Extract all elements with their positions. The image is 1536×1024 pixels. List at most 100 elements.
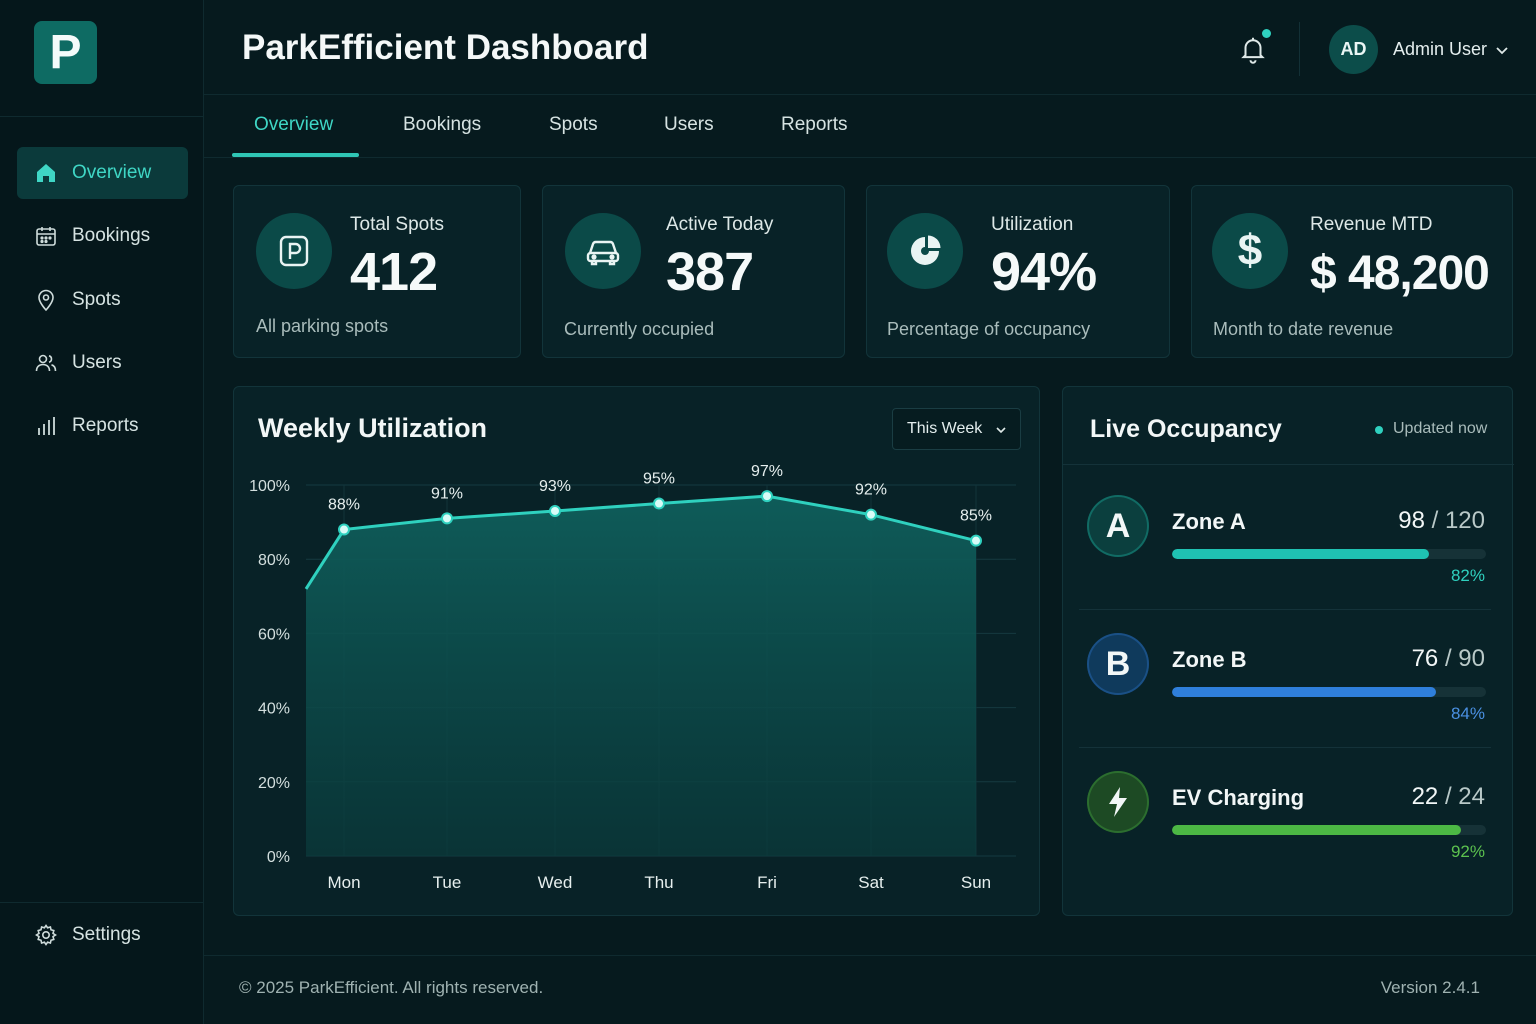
tab-reports[interactable]: Reports	[781, 114, 848, 135]
sidebar-item-users[interactable]: Users	[17, 337, 188, 389]
chevron-down-icon	[996, 427, 1006, 434]
stat-subtitle: All parking spots	[256, 316, 389, 336]
settings-button[interactable]: Settings	[17, 909, 188, 961]
zone-separator: /	[1438, 783, 1459, 810]
zone-progress-fill	[1172, 549, 1430, 559]
tab-spots[interactable]: Spots	[549, 114, 598, 135]
zone-progress-fill	[1172, 687, 1436, 697]
pie-chart-icon	[887, 213, 963, 289]
zone-progress-bar	[1172, 825, 1486, 835]
data-label: 91%	[431, 485, 463, 502]
chevron-down-icon[interactable]	[1494, 42, 1510, 58]
zone-progress-bar	[1172, 549, 1486, 559]
live-occupancy-card: Live Occupancy Updated now A Zone A 98 / 1…	[1062, 386, 1514, 916]
stat-subtitle: Percentage of occupancy	[887, 319, 1091, 339]
x-tick-label: Mon	[327, 873, 360, 892]
data-point-tue	[441, 512, 453, 525]
sidebar-item-label: Users	[72, 352, 122, 373]
zone-percent: 84%	[1450, 704, 1485, 723]
data-point-sun	[970, 534, 982, 547]
zone-capacity: 120	[1444, 507, 1485, 534]
zone-badge-letter: A	[1105, 506, 1131, 545]
zone-badge: B	[1087, 633, 1149, 695]
x-tick-label: Wed	[538, 873, 573, 892]
y-tick-label: 40%	[258, 701, 290, 718]
sidebar-item-overview[interactable]: Overview	[17, 147, 188, 199]
zone-name: Zone A	[1172, 509, 1246, 534]
user-name[interactable]: Admin User	[1393, 39, 1488, 59]
stat-label: Utilization	[991, 214, 1074, 235]
tab-overview[interactable]: Overview	[254, 114, 334, 135]
zone-badge-letter: B	[1105, 644, 1131, 683]
zone-badge	[1087, 771, 1149, 833]
zone-count: 76 / 90	[1412, 645, 1485, 673]
home-icon	[37, 164, 55, 182]
sidebar: P Overview Bookings Spots Users Reports …	[0, 0, 204, 1024]
zone-badge: A	[1087, 495, 1149, 557]
users-icon	[35, 354, 57, 372]
bar-chart-icon	[38, 417, 55, 435]
stat-label: Revenue MTD	[1310, 214, 1433, 235]
x-tick-label: Thu	[644, 873, 673, 892]
zone-capacity: 24	[1458, 783, 1485, 810]
sidebar-divider	[0, 116, 204, 117]
occupancy-header-divider	[1063, 464, 1514, 465]
range-select[interactable]: This Week	[892, 408, 1021, 450]
notification-bell-icon[interactable]	[1238, 34, 1268, 64]
series-line	[304, 494, 977, 590]
data-label: 93%	[539, 478, 571, 495]
zone-percent: 82%	[1450, 566, 1485, 585]
stat-subtitle: Month to date revenue	[1213, 319, 1394, 339]
sidebar-item-bookings[interactable]: Bookings	[17, 210, 188, 262]
data-point-thu	[653, 497, 665, 510]
zone-separator: /	[1438, 645, 1459, 672]
data-label: 97%	[751, 463, 783, 480]
zone-count: 22 / 24	[1412, 783, 1485, 811]
zone-divider	[1079, 609, 1491, 610]
zone-occupied: 98	[1398, 507, 1425, 534]
sidebar-item-reports[interactable]: Reports	[17, 400, 188, 452]
zone-capacity: 90	[1458, 645, 1485, 672]
y-tick-label: 60%	[258, 626, 290, 643]
sidebar-divider	[0, 902, 204, 903]
sidebar-item-spots[interactable]: Spots	[17, 274, 188, 326]
settings-label: Settings	[72, 924, 141, 945]
data-label: 92%	[855, 482, 887, 499]
weekly-utilization-card: 0% 20% 40% 60% 80% 100% 88% Mon 91% Tue 93% Wed 95% T…	[233, 386, 1040, 916]
sidebar-item-label: Overview	[72, 162, 152, 183]
zone-percent: 92%	[1450, 842, 1485, 861]
occupancy-title: Live Occupancy	[1090, 415, 1282, 443]
y-tick-label: 0%	[267, 849, 290, 866]
data-point-sat	[865, 508, 877, 521]
stat-card-utilization: Utilization 94% Percentage of occupancy	[866, 185, 1170, 358]
app-logo[interactable]: P	[34, 21, 97, 84]
y-tick-label: 80%	[258, 552, 290, 569]
car-icon	[565, 213, 641, 289]
version-text: Version 2.4.1	[1380, 978, 1480, 997]
zone-occupied: 76	[1411, 645, 1439, 672]
stat-label: Active Today	[666, 214, 774, 235]
area-fill	[306, 496, 976, 856]
zone-separator: /	[1424, 507, 1445, 534]
x-tick-label: Sun	[961, 873, 991, 892]
avatar[interactable]: AD	[1329, 25, 1378, 74]
stat-value: 412	[350, 242, 438, 302]
tab-users[interactable]: Users	[664, 114, 714, 135]
data-point-mon	[338, 523, 350, 536]
tab-bookings[interactable]: Bookings	[403, 114, 482, 135]
sidebar-item-label: Reports	[72, 415, 139, 436]
calendar-icon	[36, 227, 56, 246]
stat-card-revenue: $ Revenue MTD $ 48,200 Month to date rev…	[1191, 185, 1513, 358]
stat-card-total-spots: Total Spots 412 All parking spots	[233, 185, 521, 358]
data-point-wed	[549, 504, 561, 517]
y-tick-label: 20%	[258, 775, 290, 792]
parking-icon	[256, 213, 332, 289]
sidebar-item-label: Bookings	[72, 225, 151, 246]
zone-occupied: 22	[1411, 783, 1439, 810]
notification-dot	[1262, 29, 1271, 38]
stat-value: 94%	[991, 242, 1097, 302]
top-header: ParkEfficient Dashboard AD Admin User	[204, 0, 1536, 95]
range-select-value: This Week	[907, 420, 983, 437]
weekly-utilization-chart: 0% 20% 40% 60% 80% 100% 88% Mon 91% Tue 93% Wed 95% T…	[249, 463, 1016, 892]
stat-label: Total Spots	[350, 214, 444, 235]
